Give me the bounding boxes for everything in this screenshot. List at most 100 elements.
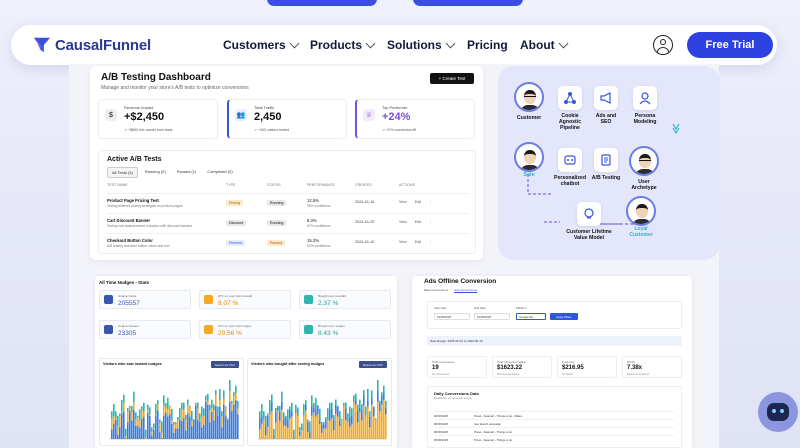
chart-texture-bar xyxy=(303,414,305,416)
created-date: 2024-01-15 xyxy=(355,200,375,204)
tab-running[interactable]: Running (2) xyxy=(144,169,166,174)
nav-customers[interactable]: Customers xyxy=(223,38,300,52)
chart-texture-bar xyxy=(171,424,173,439)
chart-texture-bar xyxy=(141,409,143,419)
tab-all-tests[interactable]: All Tests (3) xyxy=(107,167,138,178)
chart-texture-bar xyxy=(383,385,385,394)
chart-texture-bar xyxy=(125,428,127,436)
confidence-value: 95% confidence xyxy=(307,204,331,208)
create-test-button[interactable]: + Create Test xyxy=(430,73,474,84)
chart-texture-bar xyxy=(267,415,269,428)
tab-completed[interactable]: Completed (0) xyxy=(207,169,233,174)
test-desc: Testing cart abandonment reduction with … xyxy=(107,224,193,228)
chart-texture-bar xyxy=(267,427,269,439)
top-banner-button[interactable] xyxy=(267,0,377,6)
chart-texture-bar xyxy=(269,411,271,414)
table-row[interactable]: Product Page Pricing Test Testing differ… xyxy=(107,193,469,213)
chart-texture-bar xyxy=(303,415,305,439)
chart-texture-bar xyxy=(113,416,115,424)
chart-texture-bar xyxy=(181,420,183,439)
export-csv-button[interactable]: Export as CSV xyxy=(211,361,239,368)
start-date-input[interactable]: 01/06/2025 xyxy=(434,313,470,320)
chart-texture-bar xyxy=(267,413,269,416)
user-account-icon[interactable] xyxy=(653,35,673,55)
chart-texture-bar xyxy=(345,402,347,409)
chart-texture-bar xyxy=(133,391,135,402)
chevron-down-icon xyxy=(558,38,569,48)
node-clv-model: Customer Lifetime Value Model xyxy=(560,202,618,241)
more-icon[interactable]: ⋮ xyxy=(428,200,433,204)
chart-texture-bar xyxy=(171,408,173,421)
chart-texture-bar xyxy=(305,404,307,411)
chevron-down-icon xyxy=(365,38,376,48)
node-ads-seo: Ads and SEO xyxy=(591,86,621,125)
column-header: STATUS xyxy=(267,183,281,187)
chart-texture-bar xyxy=(283,412,285,420)
edit-button[interactable]: Edit xyxy=(414,200,421,204)
ads-offline-card: Ads Offline Conversion Meta Conversions … xyxy=(412,276,692,448)
top-banner-button[interactable] xyxy=(413,0,523,6)
logo[interactable]: CausalFunnel xyxy=(33,36,151,54)
tab-paused[interactable]: Paused (1) xyxy=(176,169,197,174)
chart-texture-bar xyxy=(211,408,213,412)
chart-texture-bar xyxy=(195,405,197,439)
edit-button[interactable]: Edit xyxy=(414,240,421,244)
more-icon[interactable]: ⋮ xyxy=(428,220,433,224)
tab-ads-conversions[interactable]: Ads Conversions xyxy=(454,288,477,293)
chart-texture-bar xyxy=(325,420,327,429)
chatbot-launcher-icon[interactable] xyxy=(758,392,798,432)
view-button[interactable]: View xyxy=(399,200,407,204)
chart-texture-bar xyxy=(317,405,319,415)
stat-value: 8.43 % xyxy=(318,330,339,337)
chart-texture-bar xyxy=(381,396,383,405)
platform-select[interactable]: Google Ads xyxy=(516,313,546,320)
table-row[interactable]: Checkout Button Color A/B testing checko… xyxy=(107,233,469,253)
edit-button[interactable]: Edit xyxy=(414,220,421,224)
stat-sub: ↗ +2% conversion lift xyxy=(382,128,417,132)
chart-texture-bar xyxy=(207,404,209,439)
view-button[interactable]: View xyxy=(399,240,407,244)
chart-texture-bar xyxy=(161,438,163,439)
nav-solutions[interactable]: Solutions xyxy=(387,38,456,52)
chart-texture-bar xyxy=(209,404,211,411)
stat-value: 205557 xyxy=(118,300,140,307)
chart-texture-bar xyxy=(377,401,379,439)
chart-texture-bar xyxy=(139,409,141,420)
chart-texture-bar xyxy=(299,431,301,436)
chart-texture-bar xyxy=(295,412,297,439)
loyal-avatar xyxy=(626,196,656,226)
more-icon[interactable]: ⋮ xyxy=(428,240,433,244)
node-label: Customer Lifetime Value Model xyxy=(566,229,612,242)
chart-texture-bar xyxy=(347,421,349,439)
apply-filters-button[interactable]: Apply Filters xyxy=(550,313,578,320)
node-user-archetype: User Archetype xyxy=(626,146,662,191)
chart-texture-bar xyxy=(373,406,375,408)
chart-texture-bar xyxy=(217,406,219,416)
column-header: PERFORMANCE xyxy=(307,183,335,187)
trophy-icon: ♕ xyxy=(363,109,375,121)
nav-pricing[interactable]: Pricing xyxy=(467,38,508,52)
chart-texture-bar xyxy=(337,416,339,439)
status-badge: Paused xyxy=(267,240,286,246)
end-date-input[interactable]: 10/06/2025 xyxy=(474,313,510,320)
tab-meta-conversions[interactable]: Meta Conversions xyxy=(424,288,449,292)
chart-texture-bar xyxy=(275,411,277,423)
chart-texture-bar xyxy=(379,411,381,439)
table-row[interactable]: Cart Discount Banner Testing cart abando… xyxy=(107,213,469,233)
persona-icon xyxy=(633,86,657,110)
chart-texture-bar xyxy=(351,408,353,417)
chart-texture-bar xyxy=(129,405,131,408)
free-trial-button[interactable]: Free Trial xyxy=(687,32,773,58)
type-badge: Discount xyxy=(226,220,246,226)
node-cookie-pipeline: Cookie Agnostic Pipeline xyxy=(555,86,585,132)
chart-texture-bar xyxy=(127,411,129,423)
chart-texture-bar xyxy=(289,409,291,419)
chart-texture-bar xyxy=(215,390,217,395)
view-button[interactable]: View xyxy=(399,220,407,224)
nav-about[interactable]: About xyxy=(520,38,569,52)
chart-texture-bar xyxy=(355,400,357,405)
nav-products[interactable]: Products xyxy=(310,38,376,52)
chart-texture-bar xyxy=(155,414,157,416)
chart-texture-bar xyxy=(385,414,387,439)
export-csv-button[interactable]: Export as CSV xyxy=(359,361,387,368)
